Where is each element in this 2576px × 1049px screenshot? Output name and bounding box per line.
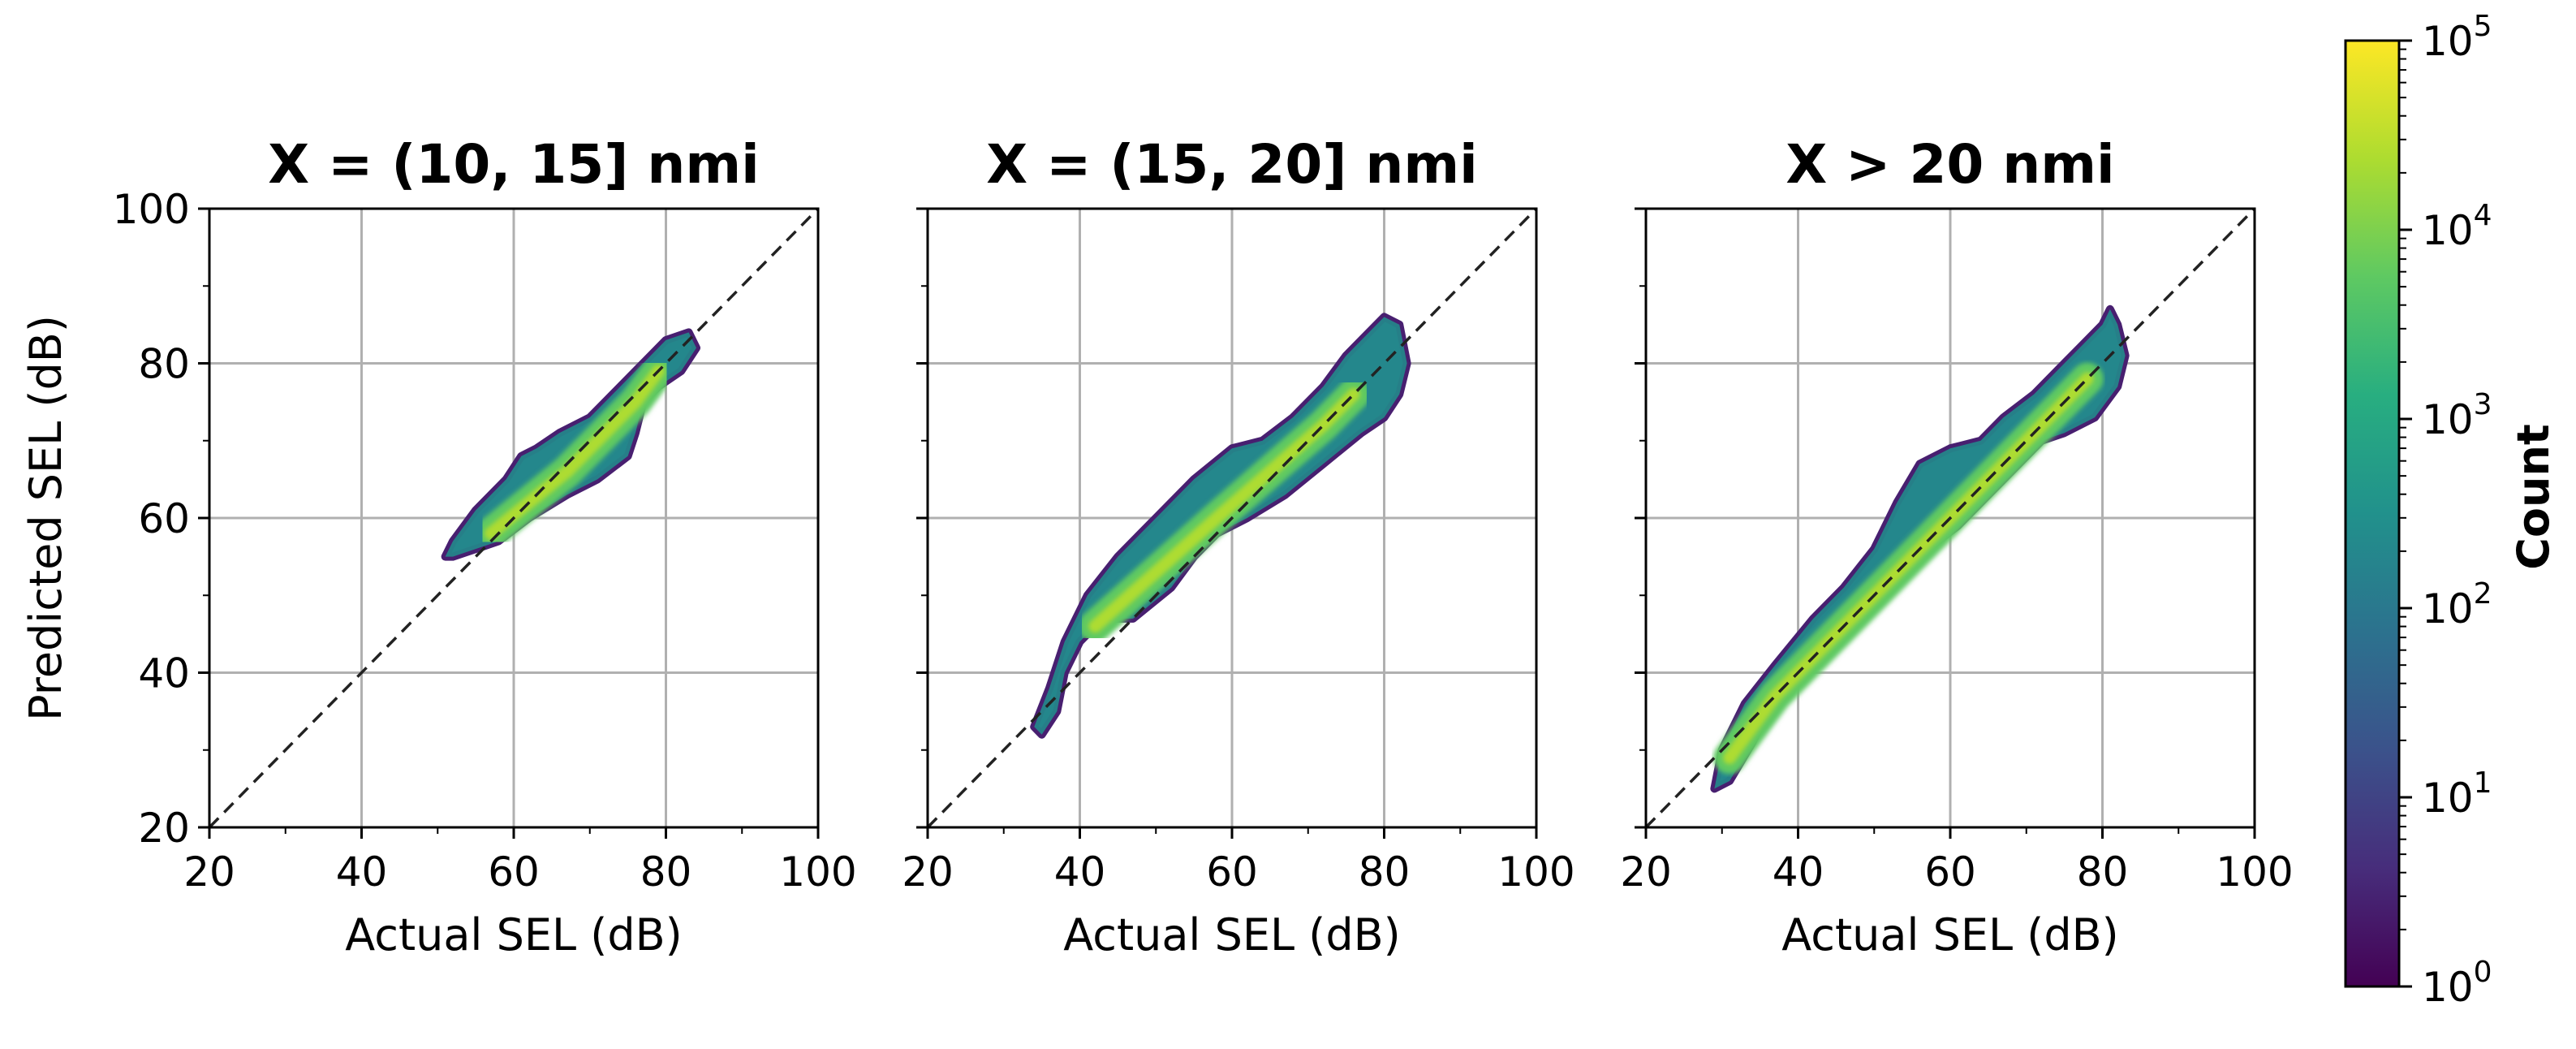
panel-3-reference-line (1644, 207, 2256, 829)
panel-2-xtick-label: 100 (1497, 848, 1574, 896)
panel-2-xtick-label: 20 (902, 848, 954, 896)
colorbar-tick-label: 103 (2422, 388, 2492, 443)
panel-1-ytick-label: 100 (113, 186, 190, 233)
panel-1-xtick-label: 40 (336, 848, 388, 896)
panel-2-xtick-label: 60 (1206, 848, 1258, 896)
colorbar-tick-label: 102 (2422, 577, 2492, 632)
colorbar-tick-label: 100 (2422, 956, 2492, 1011)
panel-3-xtick-label: 100 (2216, 848, 2293, 896)
panel-3-ticks: 20 40 60 80 100 (1620, 207, 2294, 896)
panel-1-title: X = (10, 15] nmi (268, 133, 760, 196)
panel-1-ytick-label: 20 (138, 805, 190, 852)
panel-2-reference-line (926, 207, 1538, 829)
panel-3-xlabel: Actual SEL (dB) (1781, 909, 2118, 961)
colorbar-tick-label: 105 (2422, 10, 2492, 65)
panel-1-ytick-label: 80 (138, 341, 190, 388)
panel-1: X = (10, 15] nmi 20 40 60 80 10020406080100 … (20, 133, 857, 961)
panel-3-xtick-label: 40 (1773, 848, 1824, 896)
panel-2-title: X = (15, 20] nmi (986, 133, 1478, 196)
panel-3-xtick-label: 20 (1620, 848, 1672, 896)
panel-1-xtick-label: 20 (183, 848, 235, 896)
colorbar-ticks: 100 101 102 103 104 105 (2399, 10, 2492, 1011)
panel-1-ylabel: Predicted SEL (dB) (20, 315, 71, 721)
panel-3-xtick-label: 60 (1924, 848, 1976, 896)
panel-3-xtick-label: 80 (2077, 848, 2129, 896)
panel-2-ticks: 20 40 60 80 100 (902, 207, 1575, 896)
panel-1-xtick-label: 60 (488, 848, 540, 896)
panel-1-reference-line (208, 207, 820, 829)
colorbar-gradient (2344, 39, 2401, 988)
panel-1-ytick-label: 60 (138, 495, 190, 542)
colorbar-tick-label: 104 (2422, 199, 2492, 254)
panel-3: X > 20 nmi 20 40 60 80 100 Actual SEL (dB) (1620, 133, 2294, 961)
panel-2-xtick-label: 40 (1054, 848, 1106, 896)
panel-3-title: X > 20 nmi (1786, 133, 2114, 196)
panel-2-density-peak (1088, 387, 1360, 633)
panel-2-xtick-label: 80 (1359, 848, 1411, 896)
panel-1-xtick-label: 100 (779, 848, 856, 896)
panel-1-density (441, 328, 700, 561)
panel-1-ticks: 20 40 60 80 100 20 40 60 80 100 (113, 186, 857, 896)
panel-1-xlabel: Actual SEL (dB) (345, 909, 682, 961)
panel-2-xlabel: Actual SEL (dB) (1063, 909, 1400, 961)
colorbar-tick-label: 101 (2422, 766, 2492, 822)
panel-2: X = (15, 20] nmi 20 40 60 80 100 Actual SEL … (902, 133, 1575, 961)
panel-1-ytick-label: 40 (138, 650, 190, 697)
colorbar: 100 101 102 103 104 105 Count (2344, 10, 2559, 1011)
colorbar-label: Count (2508, 424, 2559, 569)
panel-1-xtick-label: 80 (640, 848, 692, 896)
